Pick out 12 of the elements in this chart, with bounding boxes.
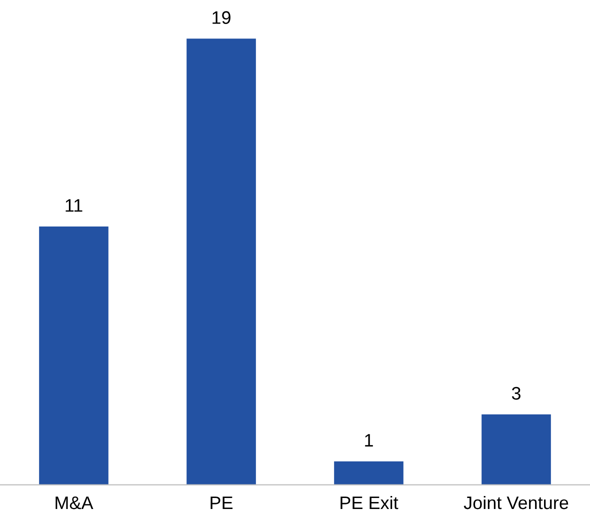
x-tick-label: Joint Venture (464, 496, 568, 510)
data-label: 11 (66, 199, 82, 212)
x-tick-label: PE Exit (340, 496, 398, 510)
bar (482, 414, 551, 485)
data-label: 1 (365, 434, 373, 446)
data-label: 19 (212, 11, 230, 24)
x-tick-label: PE (210, 496, 233, 510)
bar (334, 461, 404, 485)
data-label: 3 (512, 386, 520, 400)
x-tick-label: M&A (56, 496, 94, 510)
bar (186, 38, 256, 485)
bar (39, 226, 108, 485)
